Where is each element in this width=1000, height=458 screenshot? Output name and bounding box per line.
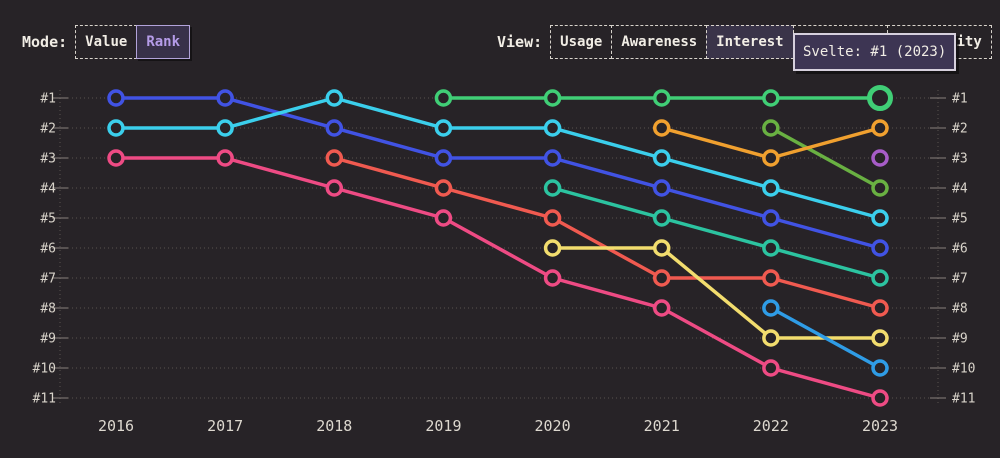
year-label: 2021 — [644, 417, 680, 435]
year-label: 2017 — [207, 417, 243, 435]
data-point-teal-2021[interactable] — [652, 209, 671, 227]
year-label: 2018 — [316, 417, 352, 435]
rank-label-right: #7 — [952, 272, 968, 287]
view-label: View: — [497, 33, 543, 51]
rank-label-right: #9 — [952, 332, 968, 347]
series-line-blue — [114, 96, 882, 250]
rank-label-right: #4 — [952, 182, 968, 197]
data-point-teal-2022[interactable] — [762, 239, 780, 257]
data-point-blue-2017[interactable] — [216, 89, 234, 107]
data-point-Svelte-2021[interactable] — [652, 89, 671, 107]
data-point-salmon-2022[interactable] — [762, 269, 780, 287]
data-point-cyan-2016[interactable] — [107, 119, 125, 137]
year-label: 2016 — [98, 417, 134, 435]
data-point-cyan-2018[interactable] — [325, 89, 344, 107]
data-point-yellow-2023[interactable] — [871, 329, 889, 347]
series-line-sky-blue — [769, 306, 882, 370]
rank-label-right: #3 — [952, 152, 968, 167]
series-line-pink — [114, 156, 882, 400]
data-point-yellow-2022[interactable] — [762, 329, 780, 347]
data-point-blue-2021[interactable] — [652, 179, 671, 197]
data-point-purple-2023[interactable] — [871, 149, 889, 167]
rank-label-left: #10 — [33, 362, 56, 377]
data-point-cyan-2017[interactable] — [216, 119, 234, 137]
rank-label-right: #5 — [952, 212, 968, 227]
data-point-yellow-2020[interactable] — [543, 239, 562, 257]
data-point-pink-2018[interactable] — [325, 179, 344, 197]
data-point-cyan-2021[interactable] — [652, 149, 671, 167]
rank-label-left: #11 — [33, 392, 56, 407]
rank-label-right: #10 — [952, 362, 975, 377]
data-point-orange-2023[interactable] — [871, 119, 889, 137]
data-point-salmon-2021[interactable] — [652, 269, 671, 287]
mode-option-rank[interactable]: Rank — [136, 25, 191, 59]
rank-label-left: #5 — [40, 212, 56, 227]
data-point-blue-2019[interactable] — [434, 149, 453, 167]
year-label: 2019 — [425, 417, 461, 435]
data-point-blue-2022[interactable] — [762, 209, 780, 227]
data-point-pink-2020[interactable] — [543, 269, 562, 287]
data-point-blue-2020[interactable] — [543, 149, 562, 167]
data-point-blue-2016[interactable] — [107, 89, 125, 107]
series-line-green — [769, 126, 882, 190]
rank-label-left: #3 — [40, 152, 56, 167]
data-point-salmon-2019[interactable] — [434, 179, 453, 197]
rank-label-left: #9 — [40, 332, 56, 347]
data-point-Svelte-2023[interactable] — [867, 85, 893, 111]
data-point-teal-2023[interactable] — [871, 269, 889, 287]
data-point-salmon-2023[interactable] — [871, 299, 889, 317]
data-point-salmon-2020[interactable] — [543, 209, 562, 227]
data-point-pink-2016[interactable] — [107, 149, 125, 167]
data-point-blue-2018[interactable] — [325, 119, 344, 137]
data-point-pink-2017[interactable] — [216, 149, 234, 167]
data-point-pink-2023[interactable] — [871, 389, 889, 407]
data-point-orange-2022[interactable] — [762, 149, 780, 167]
data-point-cyan-2023[interactable] — [871, 209, 889, 227]
data-point-cyan-2019[interactable] — [434, 119, 453, 137]
rank-label-right: #11 — [952, 392, 975, 407]
data-point-cyan-2022[interactable] — [762, 179, 780, 197]
rank-label-right: #8 — [952, 302, 968, 317]
rank-label-left: #2 — [40, 122, 56, 137]
rank-label-left: #6 — [40, 242, 56, 257]
series-line-teal — [550, 186, 882, 280]
data-point-sky-blue-2022[interactable] — [762, 299, 780, 317]
year-label: 2023 — [862, 417, 898, 435]
mode-button-row: Value Rank — [75, 25, 191, 59]
data-point-green-2022[interactable] — [762, 119, 780, 137]
data-point-Svelte-2022[interactable] — [762, 89, 780, 107]
rank-label-left: #4 — [40, 182, 56, 197]
data-point-blue-2023[interactable] — [871, 239, 889, 257]
data-point-pink-2019[interactable] — [434, 209, 453, 227]
data-point-Svelte-2019[interactable] — [434, 89, 453, 107]
data-point-salmon-2018[interactable] — [325, 149, 344, 167]
data-point-teal-2020[interactable] — [543, 179, 562, 197]
data-point-orange-2021[interactable] — [652, 119, 671, 137]
rank-label-right: #6 — [952, 242, 968, 257]
chart-tooltip: Svelte: #1 (2023) — [793, 33, 957, 71]
rank-label-right: #2 — [952, 122, 968, 137]
data-point-pink-2021[interactable] — [652, 299, 671, 317]
series-line-cyan — [114, 96, 882, 220]
data-point-green-2023[interactable] — [871, 179, 889, 197]
data-point-yellow-2021[interactable] — [652, 239, 671, 257]
rank-label-left: #1 — [40, 92, 56, 107]
data-point-Svelte-2020[interactable] — [543, 89, 562, 107]
year-label: 2022 — [753, 417, 789, 435]
data-point-sky-blue-2023[interactable] — [871, 359, 889, 377]
rank-label-left: #7 — [40, 272, 56, 287]
mode-switcher: Mode: Value Rank — [22, 25, 191, 59]
year-label: 2020 — [535, 417, 571, 435]
rank-label-right: #1 — [952, 92, 968, 107]
mode-label: Mode: — [22, 33, 68, 51]
data-point-pink-2022[interactable] — [762, 359, 780, 377]
rank-label-left: #8 — [40, 302, 56, 317]
series-line-salmon — [332, 156, 882, 310]
data-point-cyan-2020[interactable] — [543, 119, 562, 137]
